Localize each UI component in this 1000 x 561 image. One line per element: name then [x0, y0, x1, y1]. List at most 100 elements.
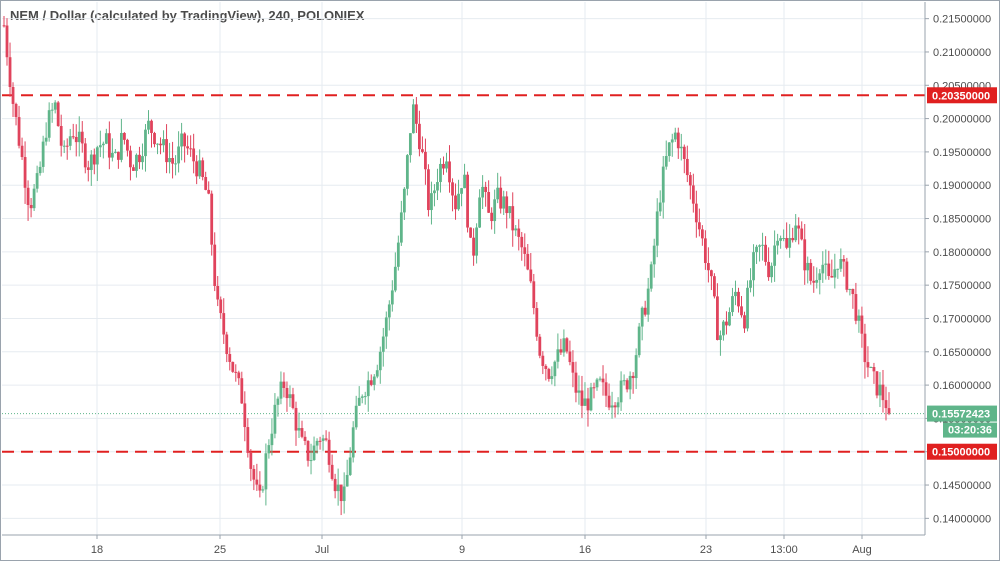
candle[interactable]	[487, 180, 491, 214]
candle[interactable]	[878, 372, 882, 408]
candle[interactable]	[466, 171, 469, 233]
candle[interactable]	[372, 374, 376, 391]
candle[interactable]	[231, 361, 235, 373]
candle[interactable]	[237, 370, 241, 385]
candle[interactable]	[607, 383, 611, 411]
candle[interactable]	[375, 364, 379, 379]
candle[interactable]	[800, 221, 804, 241]
candle[interactable]	[872, 362, 876, 384]
candle[interactable]	[722, 320, 725, 341]
candle[interactable]	[98, 130, 102, 158]
candle[interactable]	[676, 127, 680, 159]
candle[interactable]	[89, 150, 93, 186]
candle[interactable]	[691, 173, 695, 213]
candle[interactable]	[481, 175, 485, 210]
candle[interactable]	[541, 351, 545, 375]
candle[interactable]	[703, 230, 707, 270]
candle[interactable]	[171, 141, 174, 179]
candle[interactable]	[571, 350, 575, 388]
candle[interactable]	[670, 133, 674, 157]
candle[interactable]	[324, 430, 328, 442]
candle[interactable]	[50, 102, 54, 123]
candle[interactable]	[192, 133, 196, 174]
candle[interactable]	[291, 387, 295, 410]
candle[interactable]	[601, 365, 605, 396]
candle[interactable]	[448, 145, 451, 193]
candle[interactable]	[74, 124, 78, 157]
candle[interactable]	[366, 371, 370, 412]
candle[interactable]	[505, 191, 509, 229]
candle[interactable]	[794, 214, 798, 243]
candle[interactable]	[493, 189, 497, 234]
candle[interactable]	[71, 123, 75, 140]
candle[interactable]	[520, 231, 524, 261]
candle[interactable]	[667, 142, 671, 162]
candle[interactable]	[749, 268, 752, 293]
candle[interactable]	[556, 333, 560, 369]
candle[interactable]	[357, 386, 361, 406]
candle[interactable]	[848, 288, 852, 296]
candle[interactable]	[424, 138, 427, 185]
candle[interactable]	[499, 176, 503, 214]
candle[interactable]	[673, 127, 677, 143]
candle[interactable]	[616, 397, 620, 415]
candle[interactable]	[604, 373, 608, 408]
candle[interactable]	[881, 369, 885, 413]
candle[interactable]	[342, 472, 346, 514]
candle[interactable]	[186, 135, 190, 155]
candle[interactable]	[53, 100, 57, 114]
candle[interactable]	[884, 386, 888, 421]
candle[interactable]	[270, 418, 274, 456]
candle[interactable]	[517, 219, 521, 251]
candle[interactable]	[138, 146, 141, 170]
candle[interactable]	[640, 306, 644, 341]
candle[interactable]	[833, 253, 837, 289]
candle[interactable]	[405, 154, 409, 196]
candle[interactable]	[162, 130, 165, 153]
candle[interactable]	[809, 259, 813, 285]
candle[interactable]	[538, 333, 542, 359]
candle[interactable]	[339, 484, 343, 516]
candle[interactable]	[682, 144, 686, 174]
candle[interactable]	[279, 371, 283, 405]
candle[interactable]	[11, 82, 15, 117]
candle[interactable]	[2, 15, 6, 28]
candle[interactable]	[776, 233, 780, 255]
candle[interactable]	[625, 378, 629, 393]
candle[interactable]	[104, 128, 108, 145]
candle[interactable]	[303, 431, 307, 446]
candle[interactable]	[526, 243, 530, 271]
candle[interactable]	[619, 371, 623, 411]
candle[interactable]	[327, 431, 331, 473]
candle[interactable]	[252, 465, 256, 491]
candle[interactable]	[514, 225, 518, 237]
candle[interactable]	[782, 229, 786, 242]
candle[interactable]	[475, 223, 479, 264]
candle[interactable]	[177, 131, 180, 173]
candle[interactable]	[574, 361, 578, 403]
candle[interactable]	[384, 311, 388, 349]
candle[interactable]	[360, 394, 364, 404]
candle[interactable]	[869, 366, 873, 369]
candle[interactable]	[387, 300, 391, 331]
candle[interactable]	[469, 227, 472, 239]
candlesticks[interactable]	[2, 15, 891, 516]
candle[interactable]	[764, 236, 767, 266]
candle[interactable]	[222, 298, 226, 344]
candle[interactable]	[285, 381, 289, 412]
candle[interactable]	[267, 439, 271, 459]
candle[interactable]	[26, 180, 30, 221]
candle[interactable]	[77, 116, 81, 157]
candle[interactable]	[875, 371, 879, 399]
candle[interactable]	[791, 227, 795, 243]
candle[interactable]	[5, 18, 9, 66]
candle[interactable]	[610, 391, 614, 419]
candle[interactable]	[836, 268, 840, 279]
candle[interactable]	[866, 346, 870, 378]
candle[interactable]	[860, 306, 864, 348]
candle[interactable]	[414, 96, 418, 133]
candle[interactable]	[234, 364, 238, 382]
candle[interactable]	[38, 161, 42, 176]
candle[interactable]	[728, 307, 731, 327]
candle[interactable]	[213, 232, 217, 292]
